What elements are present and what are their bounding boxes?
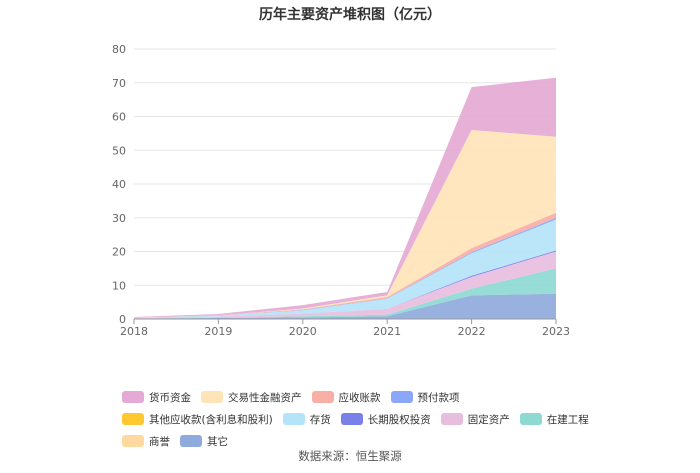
x-tick-label: 2019 [204,325,232,338]
y-tick-label: 0 [119,313,126,326]
legend-swatch [311,391,334,403]
legend-item[interactable]: 其他应收款(含利息和股利) [122,410,273,428]
area-货币资金 [134,77,556,318]
area-在建工程 [134,268,556,319]
y-tick-label: 20 [112,246,126,259]
legend-swatch [282,413,305,425]
legend-item[interactable]: 长期股权投资 [340,410,431,428]
legend-item[interactable]: 存货 [282,410,331,428]
legend-label: 预付款项 [417,391,460,404]
legend-label: 在建工程 [546,413,589,426]
chart-legend: 货币资金 交易性金融资产 应收账款 预付款项其他应收款(含利息和股利) 存货 长期股权投资… [122,388,602,454]
legend-item[interactable]: 其它 [180,432,228,450]
legend-swatch [440,413,463,425]
legend-label: 长期股权投资 [367,413,431,426]
y-tick-label: 40 [112,178,126,191]
legend-item[interactable]: 固定资产 [440,410,510,428]
legend-item[interactable]: 应收账款 [311,388,381,406]
y-tick-label: 50 [112,144,126,157]
legend-swatch [180,435,202,447]
legend-swatch [519,413,542,425]
y-tick-label: 30 [112,212,126,225]
legend-item[interactable]: 预付款项 [390,388,460,406]
legend-swatch [122,391,144,403]
x-tick-label: 2023 [542,325,570,338]
legend-label: 存货 [309,413,331,426]
data-source-note: 数据来源：恒生聚源 [298,449,402,463]
area-固定资产 [134,251,556,319]
x-tick-label: 2021 [373,325,401,338]
legend-item[interactable]: 货币资金 [122,388,191,406]
legend-label: 固定资产 [467,413,510,426]
y-tick-label: 10 [112,279,126,292]
legend-swatch [201,391,223,403]
x-tick-label: 2018 [120,325,148,338]
legend-label: 应收账款 [338,391,381,404]
y-tick-label: 70 [112,77,126,90]
area-其它 [134,293,556,319]
legend-swatch [390,391,413,403]
legend-swatch [122,413,144,425]
legend-label: 其他应收款(含利息和股利) [149,413,273,426]
legend-label: 交易性金融资产 [228,391,302,404]
stacked-area-chart: 0 10 20 30 40 50 60 70 80 2018 2019 2020 2021 2022 202… [112,43,570,338]
x-tick-label: 2022 [458,325,486,338]
legend-swatch [122,435,144,447]
legend-label: 货币资金 [149,391,191,404]
area-存货 [134,219,556,318]
legend-label: 商誉 [149,435,170,448]
legend-item[interactable]: 商誉 [122,432,170,450]
x-tick-label: 2020 [289,325,317,338]
legend-swatch [340,413,363,425]
legend-item[interactable]: 交易性金融资产 [201,388,302,406]
legend-label: 其它 [207,435,228,448]
legend-item[interactable]: 在建工程 [519,410,589,428]
y-tick-label: 80 [112,43,126,56]
chart-title: 历年主要资产堆积图（亿元） [259,7,441,23]
area-交易性金融资产 [134,130,556,318]
y-tick-label: 60 [112,111,126,124]
